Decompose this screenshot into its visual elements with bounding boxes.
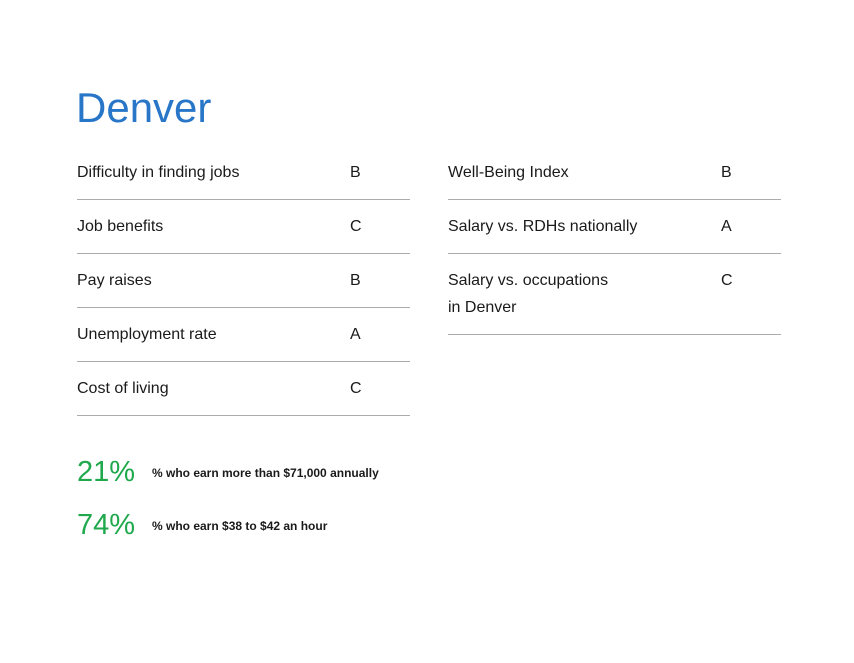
row-label: Unemployment rate (77, 326, 217, 343)
stat-caption: % who earn more than $71,000 annually (152, 465, 379, 480)
table-row: Unemployment rate A (77, 308, 410, 362)
row-grade: C (350, 380, 362, 397)
page-title: Denver (76, 84, 212, 131)
grades-table-left: Difficulty in finding jobs B Job benefit… (77, 146, 410, 416)
row-label: Job benefits (77, 218, 164, 235)
row-label: Salary vs. occupations in Denver (448, 272, 609, 316)
stat-row: 74% % who earn $38 to $42 an hour (77, 499, 497, 552)
table-row: Job benefits C (77, 200, 410, 254)
table-row: Cost of living C (77, 362, 410, 416)
stat-value: 74% (77, 509, 136, 541)
table-row: Pay raises B (77, 254, 410, 308)
table-row: Difficulty in finding jobs B (77, 146, 410, 200)
row-grade: C (350, 218, 362, 235)
grades-table-right: Well-Being Index B Salary vs. RDHs natio… (448, 146, 781, 335)
stats-section: 21% % who earn more than $71,000 annuall… (77, 446, 497, 552)
row-grade: B (721, 164, 732, 181)
row-grade: B (350, 164, 361, 181)
table-row: Salary vs. occupations in Denver C (448, 254, 781, 335)
row-grade: A (350, 326, 361, 343)
row-grade: C (721, 272, 733, 289)
row-label: Salary vs. RDHs nationally (448, 218, 638, 235)
row-label: Well-Being Index (448, 164, 569, 181)
row-label: Pay raises (77, 272, 152, 289)
row-grade: A (721, 218, 732, 235)
row-label: Difficulty in finding jobs (77, 164, 240, 181)
row-label: Cost of living (77, 380, 169, 397)
stat-value: 21% (77, 456, 136, 488)
table-row: Well-Being Index B (448, 146, 781, 200)
stat-caption: % who earn $38 to $42 an hour (152, 518, 328, 533)
table-row: Salary vs. RDHs nationally A (448, 200, 781, 254)
row-grade: B (350, 272, 361, 289)
stat-row: 21% % who earn more than $71,000 annuall… (77, 446, 497, 499)
